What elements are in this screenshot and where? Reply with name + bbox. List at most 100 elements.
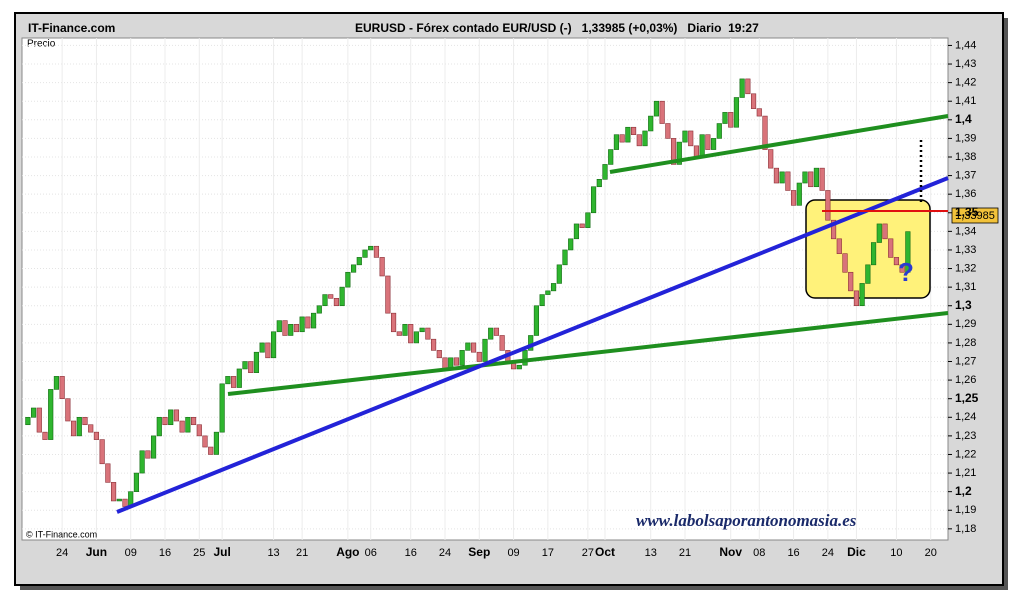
candle-body [390,312,397,333]
y-tick-label: 1,26 [955,374,976,386]
y-tick-label: 1,41 [955,95,976,107]
candle-body [179,420,185,433]
candle-body [876,223,882,243]
x-tick-label: 16 [159,547,171,559]
candle-body [116,498,122,502]
candle-body [482,338,488,362]
candle-body [739,78,745,98]
candle-body [585,212,591,228]
x-tick-label: 09 [507,547,519,559]
candle-body [196,424,202,437]
candle-body [465,342,471,351]
x-tick-label: 08 [753,547,765,559]
candle-body [516,364,522,370]
y-tick-label: 1,23 [955,430,976,442]
candle-body [899,264,905,273]
candle-body [568,238,574,251]
y-tick-label: 1,18 [955,523,976,535]
candle-body [648,115,654,132]
candle-body [253,351,260,373]
candle-body [659,100,665,124]
last-price-box [951,207,999,224]
candle-body [322,294,328,307]
candle-body [745,78,751,95]
candle-body [379,257,385,277]
candle-body [270,331,277,359]
candle-body [785,171,791,191]
x-tick-label: 27 [582,547,594,559]
x-tick-label: 13 [645,547,657,559]
candle-body [76,416,82,437]
candle-body [236,368,242,388]
candle-body [819,167,825,191]
candle-body [110,482,117,502]
candle-body [756,108,762,117]
candle-body [499,335,505,351]
candle-body [545,290,551,295]
candle-body [590,186,597,214]
x-tick-label: 21 [296,547,308,559]
candle-body [676,141,682,165]
candle-body [362,249,368,258]
candle-body [539,294,545,307]
candle-body [156,416,162,437]
candle-body [699,134,705,158]
y-tick-label: 1,27 [955,355,976,367]
candle-body [470,342,477,353]
candle-body [36,407,42,433]
candle-body [802,171,808,184]
y-tick-label: 1,2 [955,484,972,498]
candle-body [305,316,311,329]
candle-body [282,320,288,336]
candle-body [339,286,345,307]
candle-body [796,182,802,206]
candle-body [42,431,48,440]
y-tick-label: 1,19 [955,504,976,516]
candle-body [99,439,105,465]
candle-body [310,312,317,329]
candle-body [750,93,757,109]
candle-body [150,435,157,459]
candle-body [848,271,854,292]
x-tick-label: Nov [719,545,742,559]
candle-body [522,350,528,366]
candle-body [345,271,351,288]
candle-body [276,320,282,333]
candle-body [625,126,631,143]
candle-body [550,283,557,292]
candle-body [202,435,208,448]
candle-body [642,130,648,147]
candle-body [459,350,465,366]
y-tick-label: 1,36 [955,188,976,200]
candle-body [162,416,168,426]
candle-body [190,416,197,426]
candle-body [893,257,900,266]
candle-body [762,115,768,150]
resistance-line [609,114,949,174]
candle-body [122,498,128,507]
candle-body [350,264,357,273]
y-tick-label: 1,38 [955,151,976,163]
y-tick-label: 1,24 [955,411,976,423]
question-mark: ? [898,257,914,287]
candle-body [728,112,734,128]
candle-body [30,407,37,418]
candle-body [670,138,677,165]
candle-body [665,123,671,139]
candle-body [248,361,254,373]
y-tick-label: 1,39 [955,132,976,144]
candle-body [808,171,814,188]
candle-body [333,297,340,307]
y-tick-label: 1,42 [955,77,976,89]
x-tick-label: 24 [439,547,451,559]
candle-body [65,398,71,422]
candle-body [316,305,322,314]
candle-body [82,416,88,426]
candle-body [630,126,637,135]
x-tick-label: 20 [925,547,937,559]
x-tick-label: Jun [86,545,107,559]
last-price-label: 1,33985 [955,210,995,222]
candle-body [396,331,402,336]
candle-body [425,327,431,340]
